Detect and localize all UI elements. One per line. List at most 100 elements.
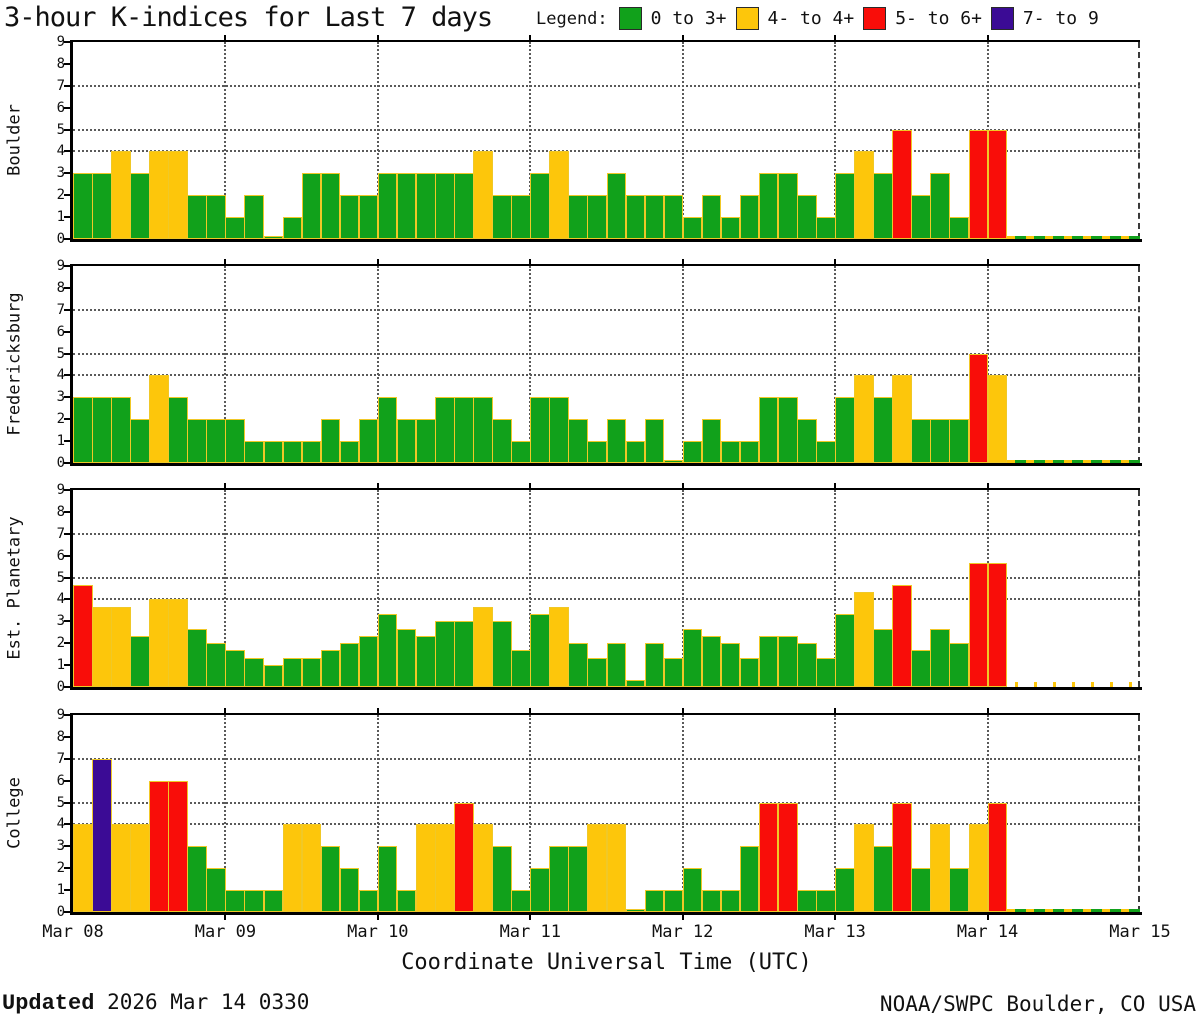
gridline-day	[834, 715, 837, 912]
day-tick	[834, 259, 837, 264]
k-bar	[473, 151, 493, 239]
k-bar	[92, 173, 112, 239]
x-tick-label: Mar 15	[1109, 922, 1171, 942]
y-tick-label: 6	[56, 323, 65, 340]
k-bar	[854, 824, 874, 912]
k-bar	[987, 802, 1008, 912]
gridline-y-4	[73, 598, 1140, 601]
k-bar	[282, 657, 303, 687]
k-bar	[130, 173, 150, 239]
panel-y-axis	[70, 264, 73, 466]
y-tick	[64, 554, 70, 557]
y-tick-label: 8	[56, 55, 65, 72]
legend-range-purple: 7- to 9	[1022, 8, 1099, 29]
y-tick	[64, 265, 70, 267]
legend-swatch-red	[863, 7, 887, 30]
k-bar	[377, 397, 398, 463]
k-bar	[625, 909, 646, 912]
station-label: College	[4, 777, 25, 849]
k-bar	[168, 151, 188, 239]
y-tick-label: 9	[56, 482, 65, 498]
y-tick-label: 4	[56, 591, 65, 608]
k-bar	[511, 441, 531, 463]
k-bar	[949, 643, 969, 687]
no-data-tick	[1109, 682, 1113, 687]
k-bar	[930, 824, 950, 912]
k-bar	[473, 606, 493, 687]
k-bar	[396, 628, 417, 687]
y-tick-label: 2	[56, 860, 65, 877]
updated-text: Updated 2026 Mar 14 0330	[2, 990, 309, 1016]
k-bar	[282, 441, 303, 463]
y-tick	[64, 823, 70, 826]
y-tick	[64, 620, 70, 623]
gridline-y-7	[73, 308, 1140, 311]
panel-x-axis	[70, 239, 1142, 242]
x-tick-label: Mar 11	[499, 922, 561, 942]
k-bar	[263, 441, 284, 463]
day-tick	[681, 915, 684, 920]
gridline-y-7	[73, 84, 1140, 87]
y-tick	[64, 510, 70, 513]
k-bar	[892, 129, 912, 239]
gridline-day	[529, 42, 532, 239]
day-tick	[834, 35, 837, 40]
y-tick-label: 1	[56, 882, 65, 899]
y-tick	[64, 532, 70, 535]
k-bar	[263, 236, 284, 239]
k-bar	[511, 650, 531, 687]
gridline-day	[834, 490, 837, 687]
gridline-day	[224, 715, 227, 912]
y-tick-label: 9	[56, 34, 65, 50]
y-tick-label: 0	[56, 679, 65, 695]
no-data-tick	[1033, 682, 1037, 687]
y-tick-label: 3	[56, 389, 65, 406]
k-bar	[92, 606, 112, 687]
panel-border-right	[1138, 715, 1140, 912]
k-bar	[435, 397, 455, 463]
k-bar	[225, 890, 245, 912]
y-tick-label: 2	[56, 187, 65, 204]
k-bar	[911, 868, 931, 912]
k-bar	[892, 802, 912, 912]
k-bar	[816, 217, 836, 239]
k-bar	[358, 636, 379, 687]
k-bar	[777, 802, 798, 912]
y-tick-label: 1	[56, 657, 65, 674]
y-tick-label: 8	[56, 728, 65, 745]
k-bar	[187, 419, 207, 463]
panel-border-top	[73, 488, 1140, 490]
y-tick	[64, 576, 70, 579]
k-bar	[339, 868, 360, 912]
k-bar	[301, 441, 322, 463]
y-tick	[64, 801, 70, 804]
day-tick	[529, 35, 532, 40]
y-tick-label: 3	[56, 838, 65, 855]
no-data-tick	[1128, 682, 1132, 687]
day-tick	[681, 483, 684, 488]
no-data-tick	[1071, 682, 1075, 687]
k-bar	[187, 846, 207, 912]
k-bar	[606, 419, 627, 463]
k-bar	[816, 441, 836, 463]
k-bar	[225, 217, 245, 239]
day-tick	[529, 259, 532, 264]
k-bar	[930, 173, 950, 239]
k-bar	[606, 643, 627, 687]
k-bar	[377, 173, 398, 239]
k-bar	[187, 195, 207, 239]
legend-range-yellow: 4- to 4+	[767, 8, 855, 29]
k-bar	[549, 846, 569, 912]
gridline-y-7	[73, 757, 1140, 760]
k-bar	[777, 397, 798, 463]
gridline-y-5	[73, 352, 1140, 355]
k-bar	[73, 397, 93, 463]
gridline-day	[834, 42, 837, 239]
k-bar	[873, 846, 893, 912]
y-tick	[64, 867, 70, 870]
y-tick	[64, 128, 70, 131]
k-bar	[168, 599, 188, 687]
k-bar	[930, 419, 950, 463]
k-bar	[301, 173, 322, 239]
